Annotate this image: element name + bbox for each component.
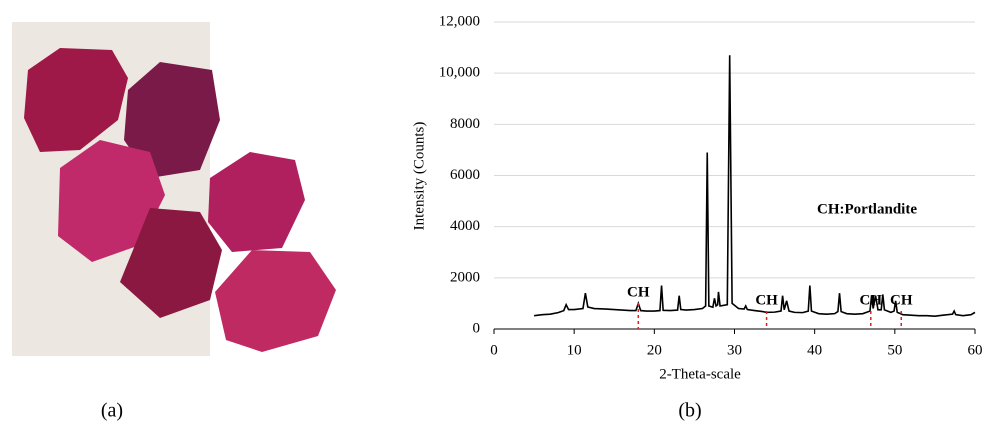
y-tick-label: 12,000 <box>439 13 480 29</box>
xrd-line <box>533 55 976 318</box>
xrd-chart: 2-Theta-scale Intensity (Counts) CH:Port… <box>411 13 982 382</box>
annotation-label: CH <box>890 292 913 308</box>
rock <box>208 152 305 252</box>
y-tick-label: 10,000 <box>439 65 480 81</box>
y-tick-label: 6000 <box>450 167 480 183</box>
rock <box>215 250 336 352</box>
y-axis-label: Intensity (Counts) <box>411 122 427 231</box>
caption: (b) <box>678 400 701 422</box>
caption: (a) <box>101 400 123 422</box>
annotation-label: CH <box>627 284 650 300</box>
x-tick-label: 60 <box>968 342 983 358</box>
rock <box>124 62 220 178</box>
x-tick-label: 50 <box>887 342 902 358</box>
x-tick-label: 40 <box>807 342 822 358</box>
annotation-legend: CH:Portlandite <box>817 201 917 217</box>
y-tick-label: 8000 <box>450 116 480 132</box>
y-tick-label: 4000 <box>450 218 480 234</box>
x-tick-label: 0 <box>490 342 498 358</box>
rock <box>58 140 165 262</box>
x-tick-label: 10 <box>567 342 582 358</box>
x-axis-label: 2-Theta-scale <box>659 366 741 382</box>
annotation-label: CH <box>860 292 883 308</box>
x-tick-label: 20 <box>647 342 662 358</box>
y-tick-label: 0 <box>473 320 481 336</box>
photo <box>12 22 336 356</box>
rock <box>24 48 128 152</box>
x-tick-label: 30 <box>727 342 742 358</box>
rock <box>120 208 222 318</box>
annotation-label: CH <box>755 292 778 308</box>
y-tick-label: 2000 <box>450 269 480 285</box>
